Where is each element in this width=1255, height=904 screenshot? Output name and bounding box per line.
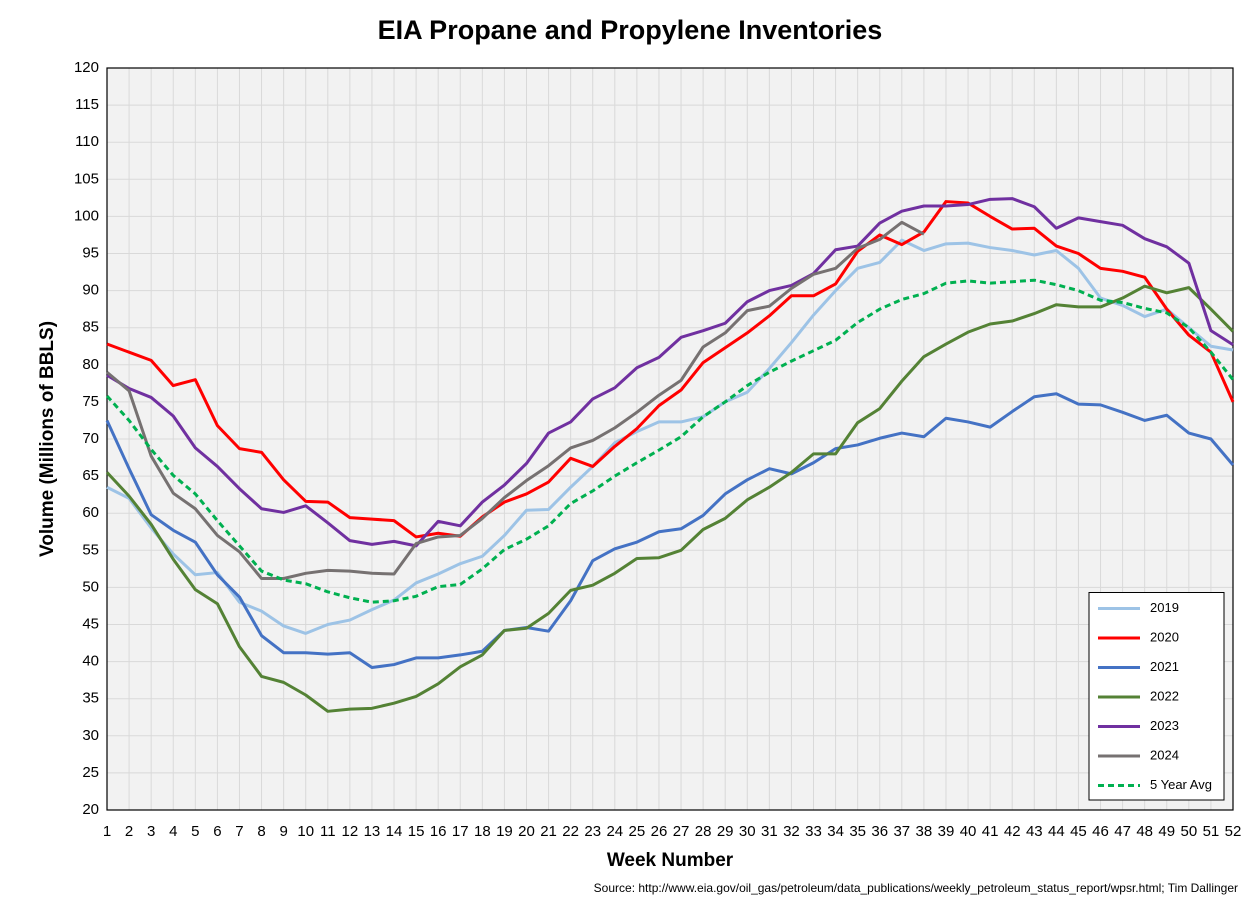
x-tick-label: 51 bbox=[1203, 823, 1220, 840]
x-tick-label: 52 bbox=[1225, 823, 1242, 840]
x-tick-label: 5 bbox=[191, 823, 199, 840]
x-tick-label: 9 bbox=[279, 823, 287, 840]
x-axis-label: Week Number bbox=[607, 850, 734, 871]
series-line bbox=[106, 200, 1235, 539]
legend-label: 2022 bbox=[1150, 688, 1179, 703]
x-tick-label: 29 bbox=[717, 823, 734, 840]
y-tick-label: 25 bbox=[82, 764, 99, 781]
y-tick-label: 65 bbox=[82, 467, 99, 484]
legend-label: 2021 bbox=[1150, 659, 1179, 674]
x-tick-label: 21 bbox=[540, 823, 557, 840]
y-tick-label: 95 bbox=[82, 244, 99, 261]
x-tick-label: 37 bbox=[893, 823, 910, 840]
x-tick-label: 17 bbox=[452, 823, 469, 840]
x-tick-label: 30 bbox=[739, 823, 756, 840]
series-line bbox=[105, 278, 1235, 604]
x-tick-label: 46 bbox=[1092, 823, 1109, 840]
legend-label: 2019 bbox=[1150, 600, 1179, 615]
x-tick-label: 44 bbox=[1048, 823, 1065, 840]
legend-label: 2020 bbox=[1150, 629, 1179, 644]
x-tick-label: 38 bbox=[916, 823, 933, 840]
x-tick-label: 4 bbox=[169, 823, 177, 840]
y-tick-label: 20 bbox=[82, 801, 99, 818]
x-tick-label: 11 bbox=[320, 823, 336, 840]
x-tick-label: 23 bbox=[584, 823, 601, 840]
x-tick-label: 15 bbox=[408, 823, 425, 840]
y-tick-label: 70 bbox=[82, 430, 99, 447]
x-tick-label: 42 bbox=[1004, 823, 1021, 840]
y-tick-label: 35 bbox=[82, 690, 99, 707]
x-tick-label: 12 bbox=[342, 823, 359, 840]
y-tick-label: 80 bbox=[82, 356, 99, 373]
series-line bbox=[105, 392, 1235, 670]
y-tick-label: 55 bbox=[82, 541, 99, 558]
y-tick-label: 115 bbox=[75, 96, 99, 113]
x-tick-label: 45 bbox=[1070, 823, 1087, 840]
x-tick-label: 31 bbox=[761, 823, 778, 840]
legend-label: 5 Year Avg bbox=[1150, 777, 1212, 792]
y-tick-label: 90 bbox=[82, 282, 99, 299]
x-tick-label: 18 bbox=[474, 823, 491, 840]
x-tick-label: 3 bbox=[147, 823, 155, 840]
x-tick-label: 49 bbox=[1158, 823, 1175, 840]
series-line bbox=[106, 238, 1234, 635]
x-tick-label: 43 bbox=[1026, 823, 1043, 840]
x-tick-label: 8 bbox=[257, 823, 265, 840]
y-tick-label: 30 bbox=[82, 727, 99, 744]
legend-label: 2023 bbox=[1150, 718, 1179, 733]
x-tick-label: 41 bbox=[982, 823, 999, 840]
y-tick-label: 45 bbox=[82, 615, 99, 632]
x-tick-label: 6 bbox=[213, 823, 221, 840]
source-note: Source: http://www.eia.gov/oil_gas/petro… bbox=[594, 881, 1238, 895]
x-tick-label: 22 bbox=[562, 823, 579, 840]
x-tick-label: 33 bbox=[805, 823, 822, 840]
x-tick-label: 16 bbox=[430, 823, 447, 840]
y-tick-label: 60 bbox=[82, 504, 99, 521]
series-line bbox=[105, 284, 1235, 713]
plot-border bbox=[106, 67, 1234, 811]
x-tick-label: 25 bbox=[629, 823, 646, 840]
y-tick-label: 100 bbox=[74, 207, 99, 224]
series-line bbox=[106, 197, 1234, 548]
x-tick-label: 32 bbox=[783, 823, 800, 840]
x-tick-label: 27 bbox=[673, 823, 690, 840]
x-tick-label: 50 bbox=[1180, 823, 1197, 840]
x-tick-label: 7 bbox=[235, 823, 243, 840]
y-tick-label: 75 bbox=[82, 393, 99, 410]
y-tick-label: 110 bbox=[75, 133, 99, 150]
y-axis-label: Volume (Millions of BBLS) bbox=[37, 321, 58, 557]
x-tick-label: 40 bbox=[960, 823, 977, 840]
x-tick-label: 26 bbox=[651, 823, 668, 840]
x-tick-label: 47 bbox=[1114, 823, 1131, 840]
y-tick-label: 120 bbox=[74, 59, 99, 76]
x-tick-label: 39 bbox=[938, 823, 955, 840]
x-tick-label: 19 bbox=[496, 823, 513, 840]
legend-label: 2024 bbox=[1150, 747, 1179, 762]
x-tick-label: 35 bbox=[849, 823, 866, 840]
x-tick-label: 20 bbox=[518, 823, 535, 840]
x-tick-label: 34 bbox=[827, 823, 844, 840]
x-tick-label: 36 bbox=[871, 823, 888, 840]
x-tick-label: 13 bbox=[364, 823, 381, 840]
x-tick-label: 14 bbox=[386, 823, 403, 840]
x-tick-label: 2 bbox=[125, 823, 133, 840]
x-tick-label: 48 bbox=[1136, 823, 1153, 840]
y-tick-label: 105 bbox=[74, 170, 99, 187]
y-tick-label: 40 bbox=[82, 653, 99, 670]
y-tick-label: 85 bbox=[82, 319, 99, 336]
x-tick-label: 1 bbox=[103, 823, 111, 840]
x-tick-label: 28 bbox=[695, 823, 712, 840]
x-tick-label: 10 bbox=[297, 823, 314, 840]
y-tick-label: 50 bbox=[82, 578, 99, 595]
chart-title: EIA Propane and Propylene Inventories bbox=[378, 15, 883, 45]
x-tick-label: 24 bbox=[606, 823, 623, 840]
series-line bbox=[106, 220, 925, 580]
